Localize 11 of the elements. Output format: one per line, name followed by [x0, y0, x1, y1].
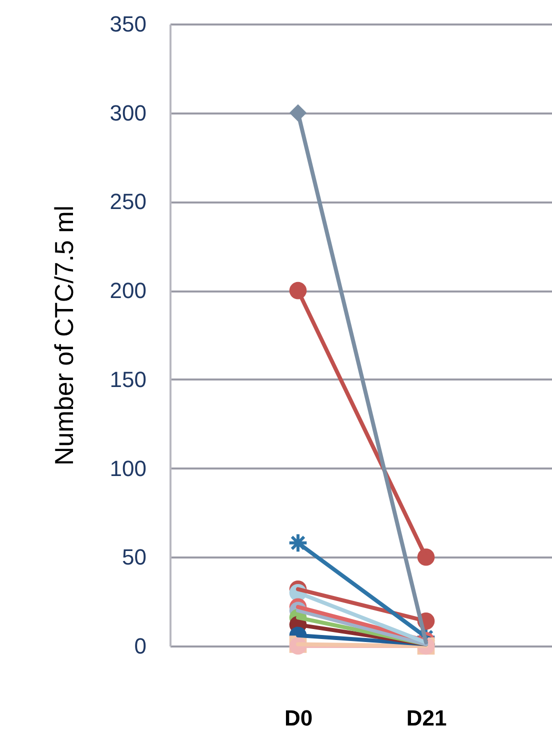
x-tick-label: D0 [284, 706, 313, 730]
y-tick-label: 50 [122, 544, 146, 570]
y-tick-label: 350 [110, 12, 146, 36]
y-tick-label: 150 [110, 366, 146, 392]
y-tick-label: 200 [110, 278, 146, 304]
y-tick-label: 300 [110, 100, 146, 126]
y-tick-label: 0 [134, 634, 146, 658]
y-tick-label: 250 [110, 189, 146, 214]
y-axis-title: Number of CTC/7.5 ml [48, 205, 79, 466]
y-tick-label: 100 [110, 456, 146, 481]
x-tick-label: D21 [406, 706, 447, 730]
